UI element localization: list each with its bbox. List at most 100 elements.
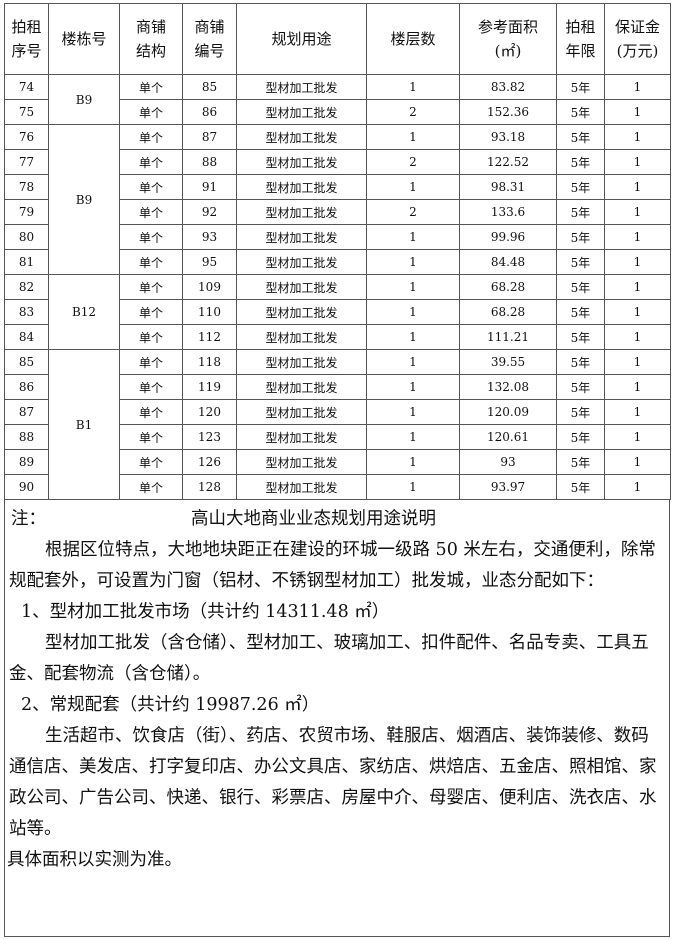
cell-floors: 1 [366,124,460,150]
table-row: 84 单个 112 型材加工批发 1 111.21 5年 1 [4,324,671,350]
cell-structure: 单个 [119,199,183,225]
column-header: 楼层数 [366,3,460,75]
cell-use: 型材加工批发 [236,399,367,425]
cell-floors: 1 [366,174,460,200]
cell-shop: 120 [182,399,237,425]
cell-use: 型材加工批发 [236,199,367,225]
column-header: 拍租 序号 [4,3,49,75]
cell-no: 88 [4,424,49,450]
cell-deposit: 1 [604,374,671,400]
cell-building: B12 [48,274,120,350]
cell-no: 89 [4,449,49,475]
document: 拍租 序号 楼栋号 商铺 结构 商铺 编号 规划用途 楼层数 参考面积 (㎡) 拍租 年限 保证… [4,3,671,937]
cell-shop: 92 [182,199,237,225]
cell-term: 5年 [556,324,605,350]
cell-deposit: 1 [604,349,671,375]
cell-floors: 2 [366,199,460,225]
cell-area: 133.6 [459,199,557,225]
cell-area: 98.31 [459,174,557,200]
table-row: 83 单个 110 型材加工批发 1 68.28 5年 1 [4,299,671,325]
cell-floors: 1 [366,424,460,450]
table-row: 89 单个 126 型材加工批发 1 93 5年 1 [4,449,671,475]
cell-term: 5年 [556,449,605,475]
cell-area: 68.28 [459,299,557,325]
cell-area: 93.18 [459,124,557,150]
cell-structure: 单个 [119,99,183,125]
cell-structure: 单个 [119,324,183,350]
cell-term: 5年 [556,149,605,175]
cell-deposit: 1 [604,124,671,150]
cell-floors: 2 [366,99,460,125]
cell-use: 型材加工批发 [236,374,367,400]
cell-use: 型材加工批发 [236,224,367,250]
cell-shop: 91 [182,174,237,200]
cell-term: 5年 [556,349,605,375]
section2-heading: 2、常规配套（共计约 19987.26 ㎡） [21,695,320,715]
cell-deposit: 1 [604,424,671,450]
cell-structure: 单个 [119,124,183,150]
cell-deposit: 1 [604,399,671,425]
cell-deposit: 1 [604,99,671,125]
cell-deposit: 1 [604,174,671,200]
cell-structure: 单个 [119,399,183,425]
cell-no: 74 [4,74,49,100]
cell-use: 型材加工批发 [236,74,367,100]
cell-no: 85 [4,349,49,375]
section1-body: 型材加工批发（含仓储）、型材加工、玻璃加工、扣件配件、名品专卖、工具五金、配套物… [9,633,649,684]
cell-no: 83 [4,299,49,325]
cell-shop: 119 [182,374,237,400]
cell-floors: 1 [366,399,460,425]
cell-floors: 2 [366,149,460,175]
column-header: 商铺 编号 [182,3,237,75]
cell-deposit: 1 [604,449,671,475]
cell-no: 90 [4,474,49,500]
cell-no: 79 [4,199,49,225]
cell-shop: 86 [182,99,237,125]
cell-use: 型材加工批发 [236,249,367,275]
cell-use: 型材加工批发 [236,424,367,450]
cell-use: 型材加工批发 [236,449,367,475]
note-box: 注： 高山大地商业业态规划用途说明 根据区位特点，大地地块距正在建设的环城一级路… [4,500,670,937]
cell-floors: 1 [366,374,460,400]
cell-area: 93 [459,449,557,475]
cell-shop: 112 [182,324,237,350]
cell-floors: 1 [366,299,460,325]
cell-use: 型材加工批发 [236,324,367,350]
cell-deposit: 1 [604,74,671,100]
cell-deposit: 1 [604,249,671,275]
cell-area: 122.52 [459,149,557,175]
shop-table: 拍租 序号 楼栋号 商铺 结构 商铺 编号 规划用途 楼层数 参考面积 (㎡) 拍租 年限 保证… [4,3,671,500]
cell-structure: 单个 [119,174,183,200]
cell-shop: 85 [182,74,237,100]
cell-shop: 87 [182,124,237,150]
cell-term: 5年 [556,249,605,275]
cell-no: 78 [4,174,49,200]
cell-area: 83.82 [459,74,557,100]
table-row: 90 单个 128 型材加工批发 1 93.97 5年 1 [4,474,671,500]
cell-use: 型材加工批发 [236,474,367,500]
column-header: 参考面积 (㎡) [459,3,557,75]
cell-no: 81 [4,249,49,275]
cell-floors: 1 [366,249,460,275]
cell-deposit: 1 [604,149,671,175]
cell-area: 84.48 [459,249,557,275]
cell-structure: 单个 [119,249,183,275]
cell-structure: 单个 [119,374,183,400]
cell-area: 111.21 [459,324,557,350]
cell-area: 93.97 [459,474,557,500]
table-row: 74 B9 单个 85 型材加工批发 1 83.82 5年 1 [4,74,671,125]
cell-shop: 88 [182,149,237,175]
cell-term: 5年 [556,374,605,400]
cell-no: 76 [4,124,49,150]
cell-shop: 126 [182,449,237,475]
table-row: 75 单个 86 型材加工批发 2 152.36 5年 1 [4,99,671,125]
cell-structure: 单个 [119,449,183,475]
cell-shop: 128 [182,474,237,500]
cell-deposit: 1 [604,274,671,300]
cell-floors: 1 [366,224,460,250]
cell-no: 80 [4,224,49,250]
column-header: 拍租 年限 [556,3,605,75]
cell-term: 5年 [556,299,605,325]
cell-term: 5年 [556,124,605,150]
cell-term: 5年 [556,399,605,425]
